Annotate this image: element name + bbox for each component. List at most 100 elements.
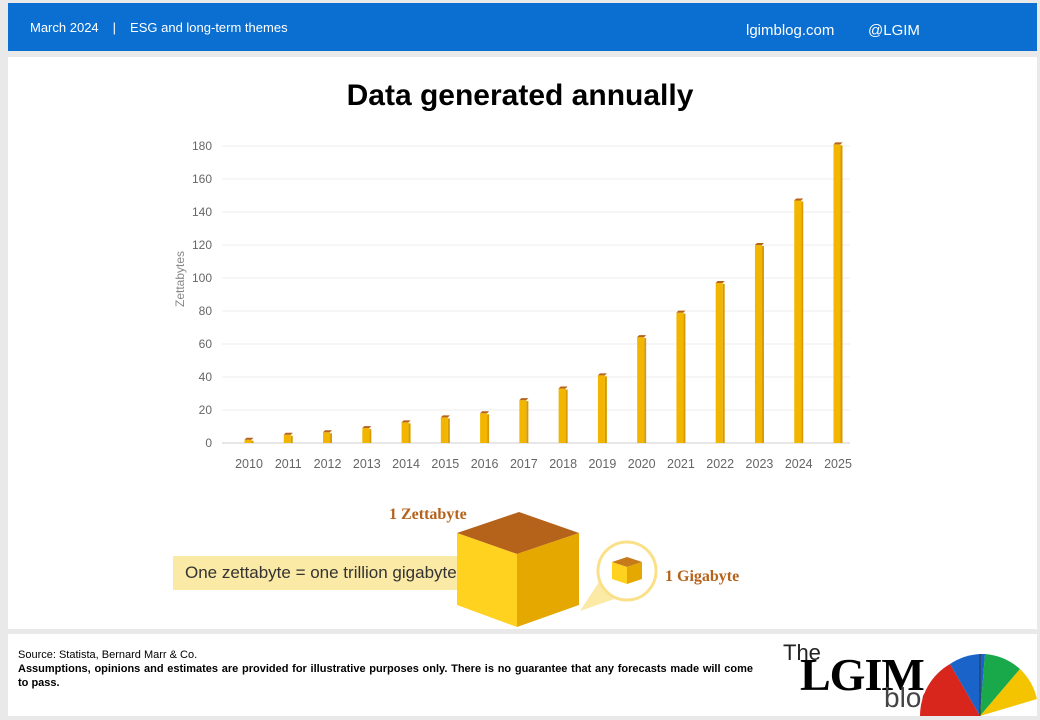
big-cube-side [517, 533, 579, 627]
y-tick-label: 140 [192, 205, 212, 219]
bar-front [833, 144, 841, 443]
bar-side [290, 435, 293, 443]
bar-side [408, 423, 411, 443]
twitter-handle[interactable]: @LGIM [868, 22, 920, 39]
zettabyte-note: One zettabyte = one trillion gigabytes [185, 563, 466, 582]
x-tick-label: 2018 [549, 457, 577, 471]
bar-front [676, 312, 684, 443]
x-tick-label: 2023 [746, 457, 774, 471]
x-tick-label: 2019 [588, 457, 616, 471]
blog-link[interactable]: lgimblog.com [746, 22, 835, 39]
x-tick-label: 2015 [431, 457, 459, 471]
bar [480, 411, 490, 443]
bar-front [440, 417, 448, 443]
x-tick-label: 2025 [824, 457, 852, 471]
y-axis-label: Zettabytes [173, 251, 187, 307]
big-cube-top [457, 512, 579, 554]
umbrella-logo-icon [920, 654, 1037, 716]
bar-top [401, 420, 411, 423]
bar-front [519, 400, 527, 443]
x-tick-label: 2022 [706, 457, 734, 471]
bar-top [754, 243, 764, 245]
bar [833, 142, 843, 443]
top-banner: March 2024 | ESG and long-term themes lgim… [8, 3, 1037, 51]
bar [323, 430, 333, 443]
chart-bars [244, 142, 843, 443]
y-tick-label: 100 [192, 271, 212, 285]
logo-lgim: LGIM [800, 649, 925, 700]
bar-front [754, 245, 762, 443]
bar-front [558, 388, 566, 443]
y-tick-label: 120 [192, 238, 212, 252]
bar-side [840, 145, 843, 443]
y-tick-label: 180 [192, 139, 212, 153]
bar-top [597, 373, 607, 376]
bar-chart: 0 20 40 60 80 100 120 140 160 180 2010 2011 2012 201… [173, 139, 852, 471]
bar-side [604, 376, 607, 443]
y-tick-label: 20 [199, 403, 213, 417]
bar-top [323, 430, 333, 433]
bar-top [362, 426, 372, 429]
banner-date: March 2024 [30, 20, 99, 35]
bar-front [401, 422, 409, 443]
bar-front [480, 413, 488, 443]
y-tick-label: 60 [199, 337, 213, 351]
source-note: Source: Statista, Bernard Marr & Co. [18, 649, 198, 661]
small-cube-front [612, 562, 627, 584]
bar-side [683, 313, 686, 443]
bar-top [283, 432, 293, 435]
bar-top [519, 398, 529, 401]
x-tick-label: 2017 [510, 457, 538, 471]
x-tick-labels: 2010 2011 2012 2013 2014 2015 2016 2017 2018 2019… [235, 457, 852, 471]
bar-top [794, 198, 804, 201]
bar [558, 386, 568, 443]
bar-side [526, 401, 529, 443]
bar-side [369, 429, 372, 443]
y-tick-label: 160 [192, 172, 212, 186]
bar [401, 420, 411, 443]
bar-front [597, 375, 605, 443]
x-tick-label: 2024 [785, 457, 813, 471]
footer-panel [8, 634, 1037, 716]
x-tick-label: 2012 [314, 457, 342, 471]
bar-side [801, 201, 804, 443]
bar [715, 280, 725, 443]
bar-top [244, 437, 254, 440]
bar-top [440, 415, 450, 418]
bar-top [833, 142, 843, 145]
zettabyte-label: 1 Zettabyte [389, 506, 467, 523]
bar [676, 310, 686, 443]
bar-side [487, 414, 490, 443]
bar [794, 198, 804, 443]
note-box [173, 556, 463, 590]
bar-front [244, 439, 252, 443]
disclaimer: Assumptions, opinions and estimates are … [18, 663, 753, 689]
banner-topic: ESG and long-term themes [130, 20, 288, 35]
x-tick-label: 2021 [667, 457, 695, 471]
bar [597, 373, 607, 443]
bar-front [362, 428, 370, 443]
bar-side [761, 246, 764, 443]
bar-side [722, 283, 725, 443]
bar-side [330, 433, 333, 443]
y-tick-label: 40 [199, 370, 213, 384]
x-tick-label: 2010 [235, 457, 263, 471]
y-tick-label: 0 [205, 436, 212, 450]
bar-front [283, 434, 291, 443]
bar-side [447, 418, 450, 443]
x-tick-label: 2016 [471, 457, 499, 471]
chart-title: Data generated annually [346, 79, 694, 112]
gigabyte-label: 1 Gigabyte [665, 568, 740, 585]
bar-side [644, 338, 647, 443]
x-tick-label: 2011 [275, 457, 302, 471]
cube-illustration [457, 512, 658, 627]
logo-the: The [783, 640, 821, 665]
bar [283, 432, 293, 443]
bar-top [637, 335, 647, 338]
bar-top [676, 310, 686, 313]
bar-front [323, 432, 331, 443]
bar-front [715, 282, 723, 443]
bar-side [565, 389, 568, 443]
bar [519, 398, 529, 443]
y-tick-label: 80 [199, 304, 213, 318]
